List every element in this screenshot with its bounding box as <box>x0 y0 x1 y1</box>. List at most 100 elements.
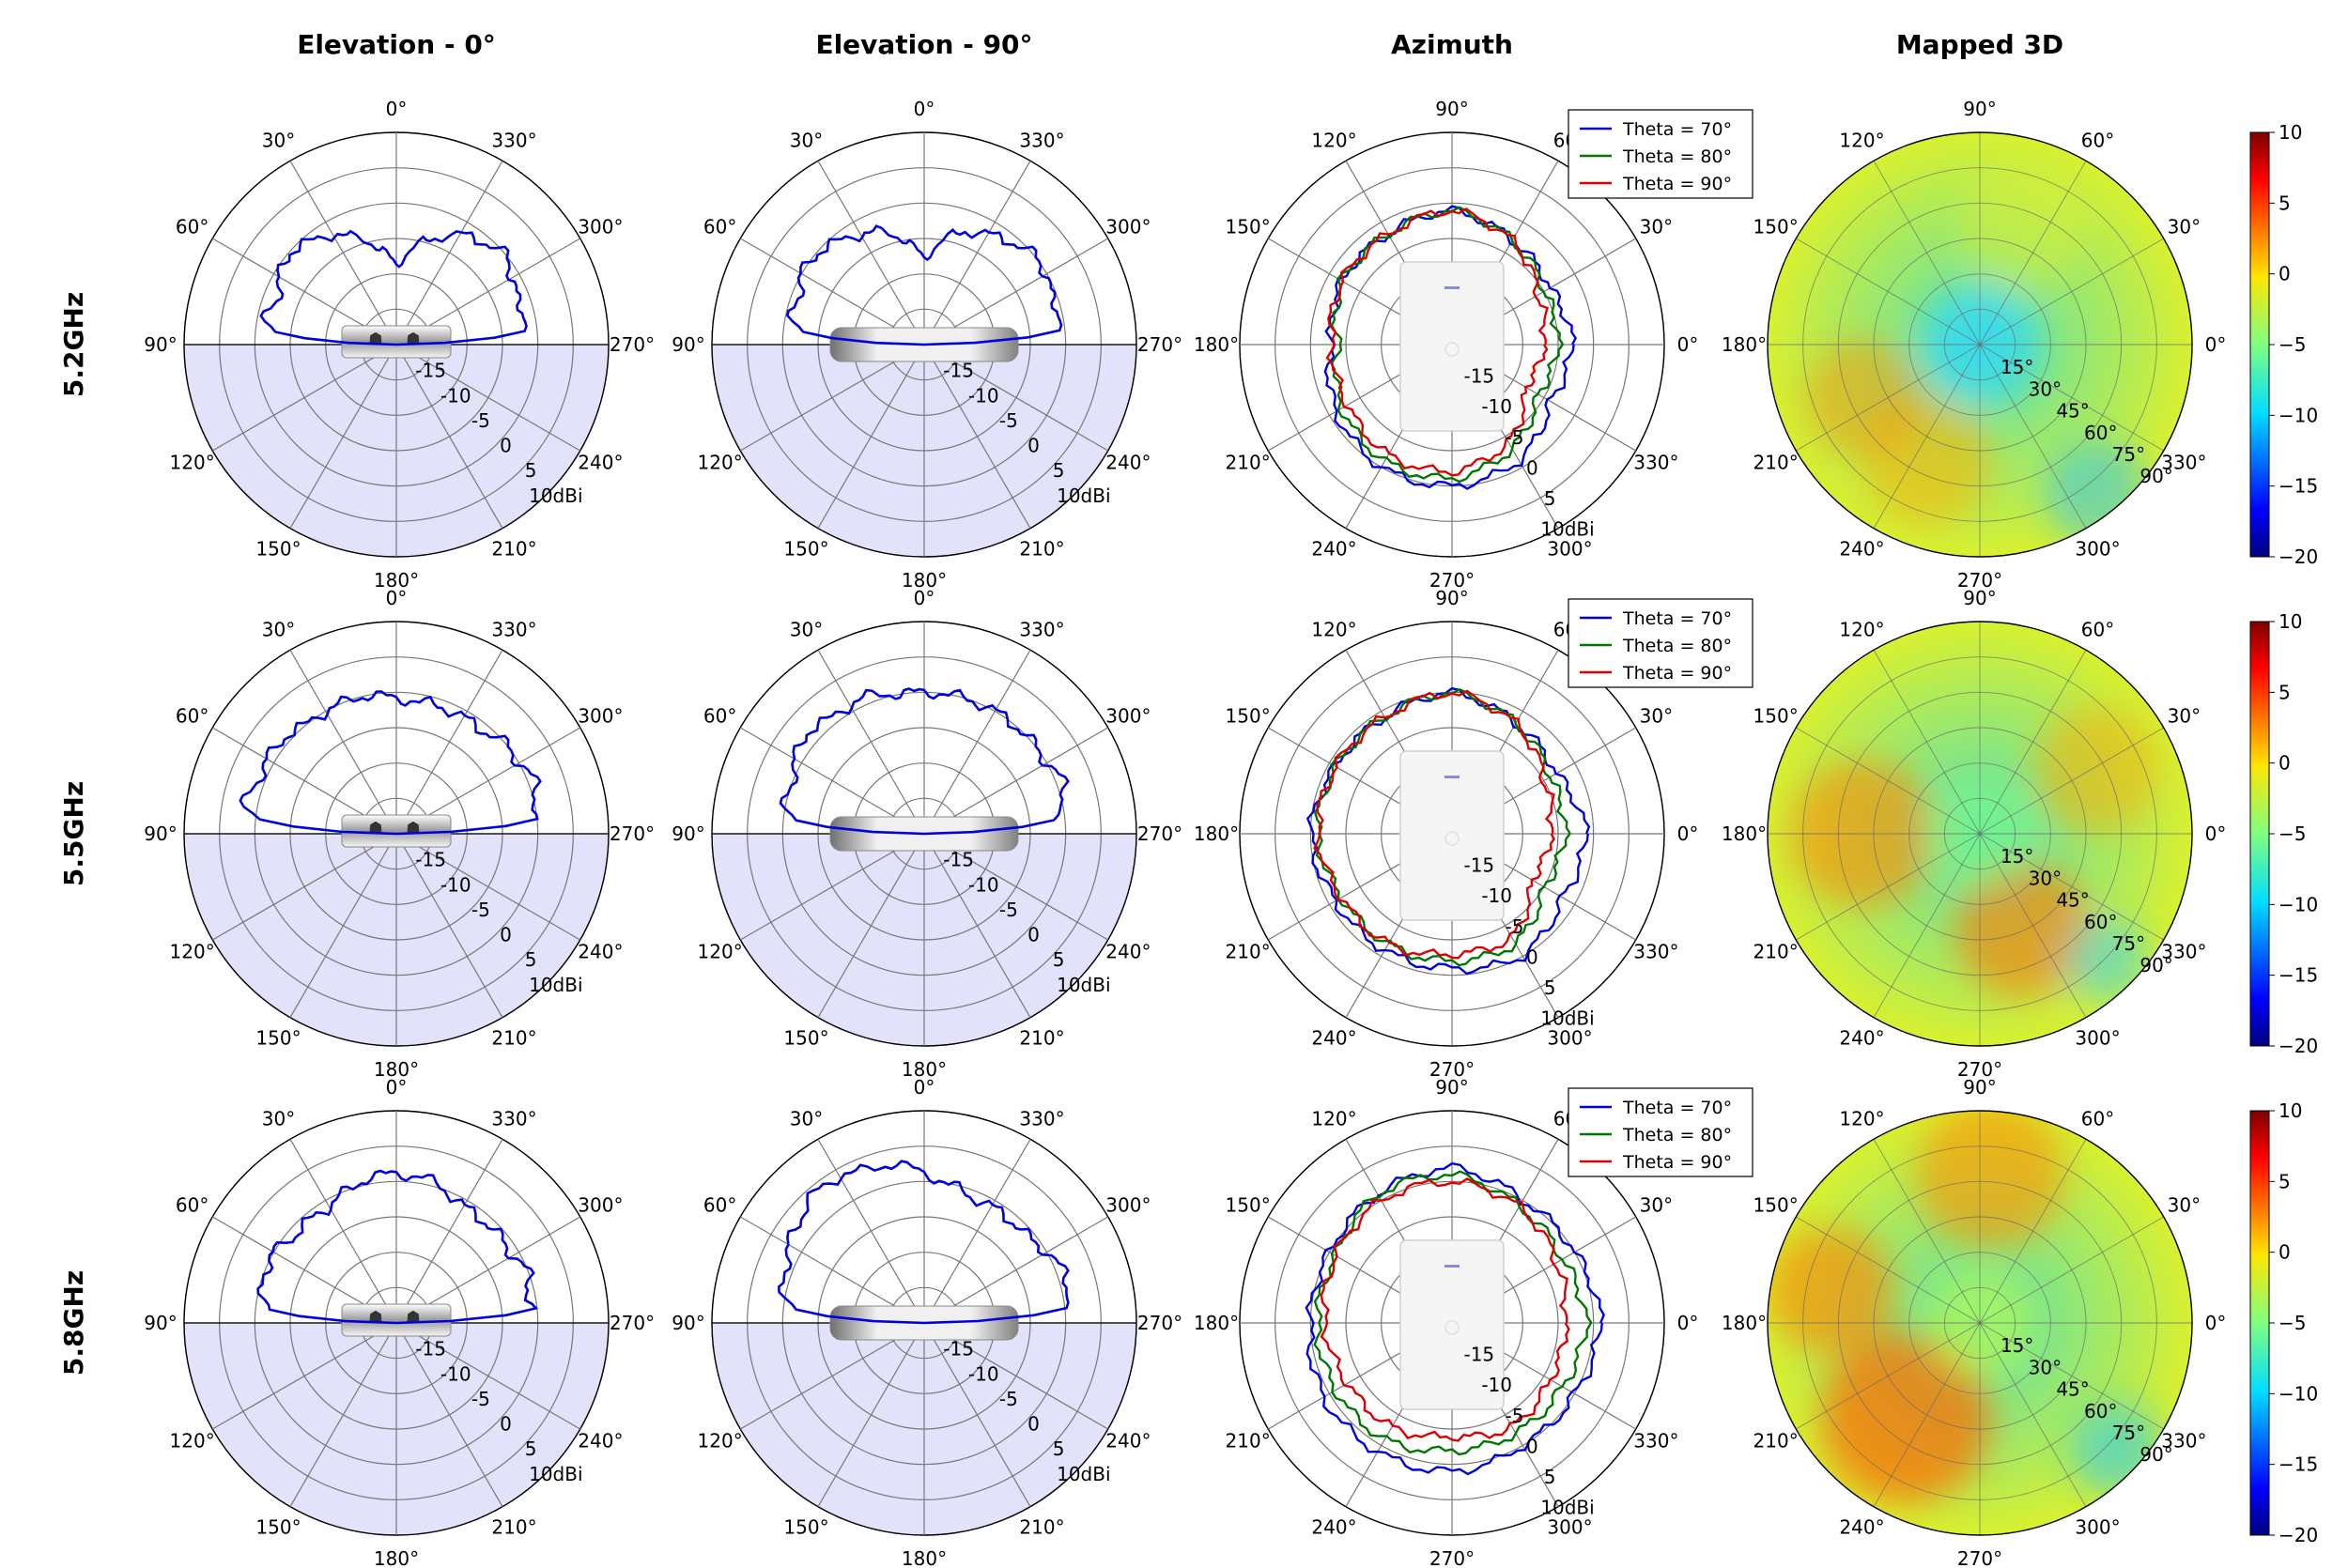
grid-spoke <box>923 160 1031 346</box>
row-label: 5.5GHz <box>58 781 89 886</box>
azimuth-trace <box>1320 1176 1570 1442</box>
elevation-polar-plot: ☗ ☗ 0° 30° 60° 90° 120° 150° 180° 210° 240° 270° 300… <box>144 98 655 592</box>
heatmap-blob <box>1916 1111 2065 1249</box>
grid-spoke <box>289 1322 397 1508</box>
heatmap-blob <box>1768 1227 1895 1355</box>
angle-tick-label: 300° <box>2075 1515 2120 1538</box>
radial-tick-label: 10dBi <box>1057 974 1110 996</box>
polar-frame <box>1767 621 2193 1047</box>
radial-tick-label: 30° <box>2029 867 2062 889</box>
angle-tick-label: 30° <box>1640 705 1673 728</box>
grid-spoke <box>1796 1216 1981 1324</box>
grid-spoke <box>817 344 925 530</box>
grid-spoke <box>739 727 925 835</box>
legend: Theta = 70° Theta = 80° Theta = 90° <box>1568 598 1753 688</box>
radial-tick-label: 45° <box>2056 400 2089 423</box>
device-logo-icon <box>1444 1320 1460 1335</box>
grid-spoke <box>923 833 1031 1019</box>
angle-tick-label: 240° <box>578 1430 623 1453</box>
grid-spoke <box>1979 1322 2087 1507</box>
colorbar-tick-label: −5 <box>2278 333 2306 356</box>
grid-spoke <box>1796 1322 1981 1430</box>
angle-tick-label: 240° <box>1105 452 1151 474</box>
angle-tick-label: 270° <box>1957 1058 2002 1081</box>
radial-tick-label: 5 <box>525 948 537 971</box>
angle-tick-label: 330° <box>1019 619 1064 641</box>
colorbar-tick-label: −15 <box>2278 1453 2318 1476</box>
angle-tick-label: 150° <box>1753 1194 1799 1217</box>
radial-tick-label: 10dBi <box>529 1463 582 1485</box>
radial-tick-label: 60° <box>2084 422 2117 444</box>
grid-spoke <box>923 1322 1031 1508</box>
angle-tick-label: 90° <box>1435 587 1468 609</box>
angle-tick-label: 330° <box>1633 941 1678 963</box>
radial-tick-label: 10dBi <box>1540 1497 1594 1519</box>
grid-spoke <box>923 1216 1109 1324</box>
radial-tick-label: -10 <box>968 1362 999 1385</box>
grid-spoke <box>1979 833 2164 941</box>
angle-tick-label: 270° <box>1429 569 1475 592</box>
angle-tick-label: 180° <box>1722 333 1767 356</box>
angle-tick-label: 330° <box>2161 1430 2206 1453</box>
angle-tick-label: 300° <box>1105 1194 1151 1217</box>
radial-tick-label: -5 <box>471 409 490 432</box>
device-port-icon: ☗ <box>368 1308 383 1328</box>
angle-tick-label: 270° <box>1429 1547 1475 1568</box>
grid-spoke <box>289 1138 397 1324</box>
angle-tick-label: 330° <box>1019 130 1064 152</box>
column-title: Elevation - 90° <box>815 29 1032 60</box>
radial-tick-label: 10dBi <box>529 484 582 507</box>
grid-spoke <box>817 160 925 346</box>
elevation-trace <box>779 687 1070 836</box>
grid-spoke <box>211 833 397 941</box>
grid-spoke <box>817 833 925 1019</box>
device-port-icon: ☗ <box>368 330 383 349</box>
angle-tick-label: 0° <box>386 1076 408 1099</box>
angle-tick-label: 150° <box>1753 705 1799 728</box>
elevation-polar-plot: 0° 30° 60° 90° 120° 150° 180° 210° 240° 270° 300° 3… <box>672 1076 1182 1568</box>
angle-tick-label: 30° <box>262 130 295 152</box>
angle-tick-label: 270° <box>1137 333 1182 356</box>
colorbar-tick-label: −20 <box>2278 1035 2318 1057</box>
angle-tick-label: 240° <box>1311 537 1356 560</box>
radial-tick-label: 5 <box>1544 487 1556 510</box>
mapped-3d-plot: 0° 30° 60° 90° 120° 150° 180° 210° 240° 270° 300° 3… <box>1722 587 2318 1081</box>
colorbar-tick-label: 5 <box>2278 681 2291 703</box>
angle-tick-label: 210° <box>491 1026 536 1049</box>
angle-tick-label: 0° <box>914 98 935 120</box>
radial-tick-label: 0 <box>500 435 512 457</box>
azimuth-trace <box>1330 206 1565 484</box>
angle-tick-label: 0° <box>914 1076 935 1099</box>
colorbar-tick-label: 0 <box>2278 263 2291 285</box>
angle-tick-label: 90° <box>672 333 704 356</box>
angle-tick-label: 270° <box>610 822 655 845</box>
angle-tick-label: 120° <box>698 1430 743 1453</box>
radial-tick-label: -10 <box>1481 1374 1512 1396</box>
grid-spoke <box>1873 1322 1981 1507</box>
angle-tick-label: 180° <box>1722 822 1767 845</box>
angle-tick-label: 120° <box>1839 619 1884 641</box>
angle-tick-label: 270° <box>1137 1312 1182 1334</box>
radial-tick-label: 75° <box>2112 443 2145 466</box>
grid-spoke <box>395 1322 503 1508</box>
angle-tick-label: 60° <box>2081 1108 2114 1130</box>
radial-tick-label: -10 <box>968 384 999 407</box>
radial-tick-label: -5 <box>999 409 1018 432</box>
angle-tick-label: 30° <box>790 1108 823 1130</box>
grid-spoke <box>395 1322 581 1430</box>
radial-tick-label: -15 <box>415 1338 446 1360</box>
device-led <box>1444 776 1460 778</box>
grid-spoke <box>1979 833 2087 1018</box>
radial-tick-label: 5 <box>1053 459 1065 482</box>
radial-tick-label: -15 <box>415 849 446 871</box>
grid-spoke <box>1979 238 2164 346</box>
radial-tick-label: -5 <box>999 1388 1018 1410</box>
angle-tick-label: 300° <box>2075 537 2120 560</box>
device-image <box>1399 261 1505 432</box>
angle-tick-label: 30° <box>2168 1194 2201 1217</box>
angle-tick-label: 120° <box>1839 1108 1884 1130</box>
grid-spoke <box>923 1322 1109 1430</box>
radial-tick-label: 0 <box>1526 456 1538 479</box>
angle-tick-label: 150° <box>255 537 301 560</box>
grid-spoke <box>1873 344 1981 529</box>
